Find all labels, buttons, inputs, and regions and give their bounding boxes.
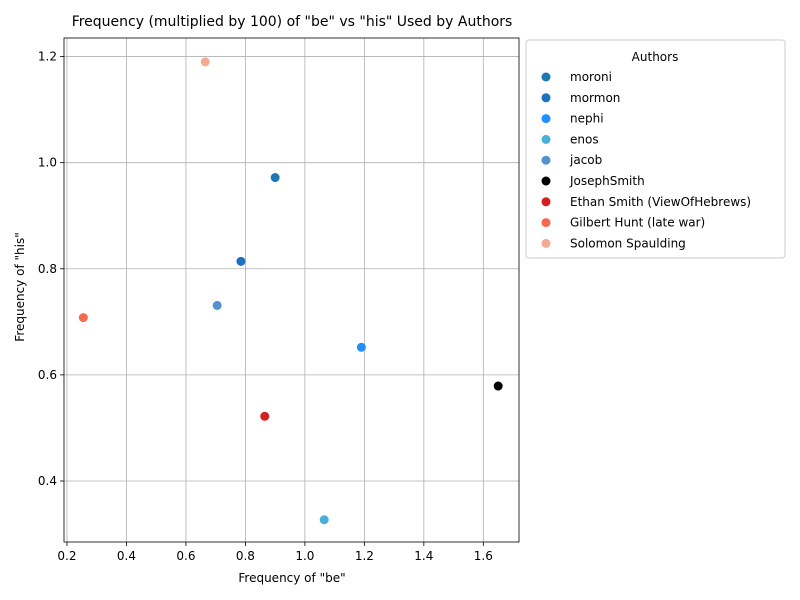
legend-marker [541, 197, 551, 207]
x-tick-label: 0.8 [236, 549, 255, 563]
data-point-jacob [212, 300, 222, 310]
x-tick-label: 0.2 [57, 549, 76, 563]
legend-item: moroni [541, 70, 612, 84]
data-point-ethan-smith-viewofhebrews [260, 411, 270, 421]
x-tick-label: 0.4 [117, 549, 136, 563]
legend-item: Solomon Spaulding [541, 236, 686, 250]
x-tick-label: 1.6 [474, 549, 493, 563]
data-point-solomon-spaulding [200, 57, 210, 67]
data-point-mormon [236, 256, 246, 266]
data-point-josephsmith [493, 381, 503, 391]
x-tick-label: 1.4 [414, 549, 433, 563]
y-tick-label: 1.0 [38, 156, 57, 170]
data-point-nephi [356, 342, 366, 352]
x-tick-label: 1.0 [295, 549, 314, 563]
legend-marker [541, 176, 551, 186]
y-tick-label: 0.4 [38, 474, 57, 488]
plot-frame [63, 37, 520, 543]
legend-title: Authors [632, 50, 679, 64]
legend-item: Ethan Smith (ViewOfHebrews) [541, 195, 751, 209]
y-tick-label: 1.2 [38, 50, 57, 64]
legend-label: enos [570, 132, 599, 146]
legend-label: mormon [570, 91, 620, 105]
y-tick-label: 0.6 [38, 368, 57, 382]
legend-label: Ethan Smith (ViewOfHebrews) [570, 195, 751, 209]
y-tick-label: 0.8 [38, 262, 57, 276]
legend-item: nephi [541, 112, 604, 126]
x-axis-label: Frequency of "be" [238, 571, 345, 585]
x-tick-label: 1.2 [355, 549, 374, 563]
data-point-enos [319, 515, 329, 525]
data-point-gilbert-hunt-late-war [78, 313, 88, 323]
legend-item: Gilbert Hunt (late war) [541, 216, 705, 230]
legend: Authors moroni mormon nephi enos jacob Joseph… [525, 39, 786, 259]
grid [64, 38, 519, 542]
legend-marker [541, 93, 551, 103]
legend-marker [541, 238, 551, 248]
x-axis-ticks: 0.2 0.4 0.6 0.8 1.0 1.2 1.4 1.6 [57, 542, 493, 563]
legend-marker [541, 72, 551, 82]
legend-marker [541, 114, 551, 124]
x-tick-label: 0.6 [176, 549, 195, 563]
legend-item: mormon [541, 91, 620, 105]
legend-label: moroni [570, 70, 612, 84]
legend-label: Solomon Spaulding [570, 236, 686, 250]
chart-title: Frequency (multiplied by 100) of "be" vs… [72, 14, 513, 30]
legend-label: nephi [570, 112, 604, 126]
legend-box [525, 39, 786, 259]
y-axis-ticks: 0.4 0.6 0.8 1.0 1.2 [38, 50, 64, 488]
data-points [78, 57, 503, 525]
y-axis-label: Frequency of "his" [13, 232, 27, 341]
data-point-moroni [270, 173, 280, 183]
legend-marker [541, 218, 551, 228]
legend-label: Gilbert Hunt (late war) [570, 216, 705, 230]
legend-label: JosephSmith [569, 174, 645, 188]
legend-item: jacob [541, 153, 602, 167]
legend-item: enos [541, 132, 599, 146]
legend-item: JosephSmith [541, 174, 645, 188]
legend-label: jacob [569, 153, 602, 167]
legend-marker [541, 134, 551, 144]
legend-marker [541, 155, 551, 165]
